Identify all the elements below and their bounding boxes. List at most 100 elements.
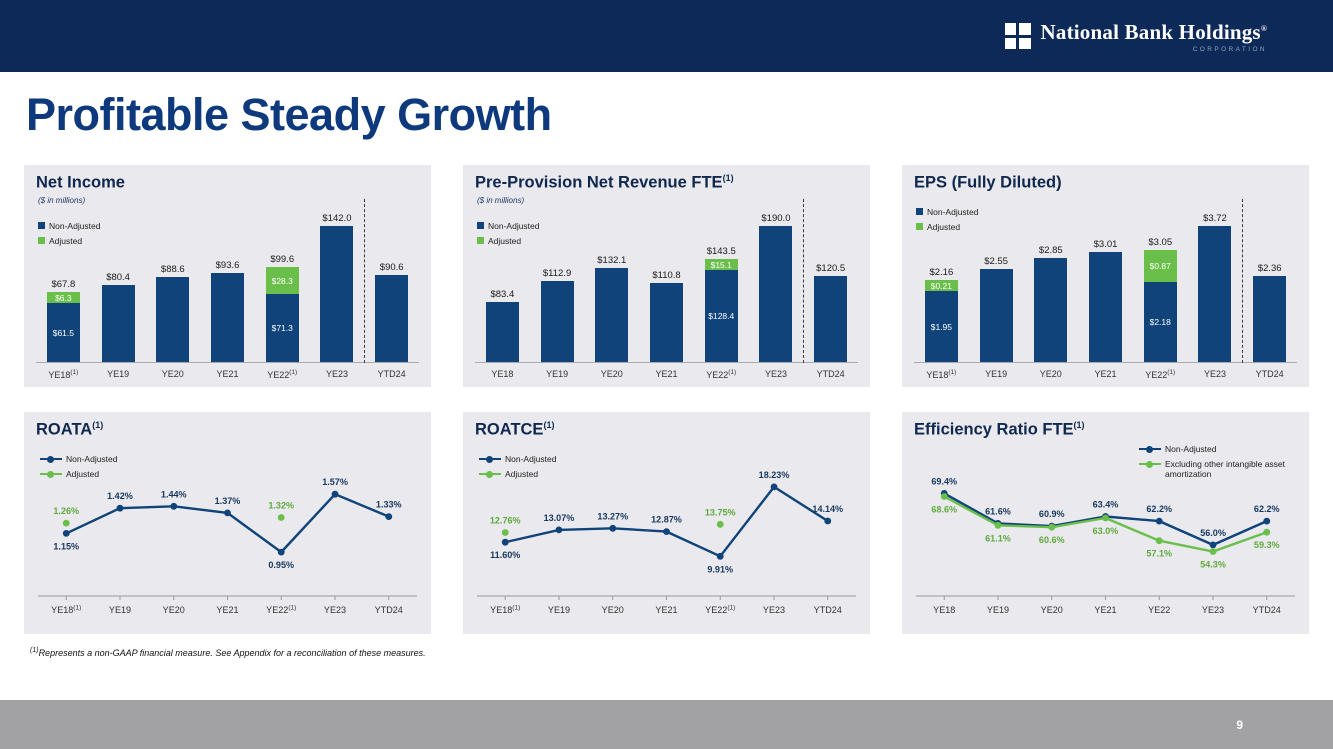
legend-label: Adjusted: [927, 222, 961, 233]
x-axis-label: YE22(1): [706, 369, 737, 380]
bar-total-label: $90.6: [379, 262, 404, 273]
bar-group: $132.1: [584, 255, 639, 362]
data-point-label: 1.15%: [53, 541, 79, 551]
legend-marker-icon: [1146, 460, 1153, 468]
bar-segment: [650, 283, 684, 362]
data-point-label: 69.4%: [931, 476, 957, 486]
legend-label: Adjusted: [488, 236, 522, 247]
footnote-marker: (1): [543, 420, 555, 430]
line-plot: YE18(1) YE19 YE20 YE21 YE22(1) YE23 YTD24 11.60…: [477, 470, 856, 615]
bar-group: $3.72: [1188, 213, 1243, 362]
efficiency-chart-panel: Efficiency Ratio FTE(1) Non-Adjusted Excl…: [902, 412, 1309, 634]
data-point-label: 63.4%: [1093, 500, 1119, 510]
legend-item: Adjusted: [40, 469, 118, 479]
logo-square: [1004, 37, 1016, 49]
bar-segment: [101, 285, 135, 362]
bar-chart-plot: Non-Adjusted Adjusted $2.16 $0.21 $1.95 $2.55…: [914, 199, 1297, 381]
roata-chart-panel: ROATA(1) Non-Adjusted Adjusted YE18(1) YE19…: [24, 412, 431, 634]
bar-segment: [540, 281, 574, 362]
eps-chart-panel: EPS (Fully Diluted) Non-Adjusted Adjusted…: [902, 165, 1309, 387]
x-axis-label: YE20: [602, 605, 624, 615]
bar-group: $2.36: [1242, 263, 1297, 362]
bar-total-label: $83.4: [490, 289, 515, 300]
data-point-label: 1.42%: [107, 491, 133, 501]
header-bar: National Bank Holdings® CORPORATION: [0, 0, 1333, 72]
data-point: [1263, 517, 1271, 525]
x-axis-label: YE19: [546, 369, 569, 379]
x-axis-label: YE21: [655, 605, 677, 615]
data-point: [62, 519, 70, 527]
legend-marker-icon: [47, 470, 54, 478]
bar-total-label: $3.72: [1203, 213, 1227, 224]
x-axis-label: YE20: [1041, 605, 1063, 615]
data-point: [770, 483, 778, 491]
x-axis-label: YE19: [109, 605, 131, 615]
x-axis-label: YE19: [548, 605, 570, 615]
bar-total-label: $88.6: [160, 264, 185, 275]
bar-total-label: $93.6: [215, 260, 240, 271]
legend-swatch: [916, 223, 923, 231]
trademark-symbol: ®: [1260, 23, 1267, 33]
line-chart-plot: Non-Adjusted Excluding other intangible a…: [914, 442, 1297, 628]
bar-segment: [1034, 258, 1068, 362]
logo-grid-icon: [1004, 23, 1031, 49]
logo-square: [1004, 23, 1016, 35]
bar-segment: [1198, 226, 1232, 362]
x-axis-label: YE19: [985, 369, 1008, 379]
bar-total-label: $190.0: [761, 213, 791, 224]
footnote-marker: (1): [92, 420, 104, 430]
x-axis-label: YE20: [600, 369, 623, 379]
data-point: [1209, 541, 1217, 549]
bar-total-label: $2.16: [929, 267, 954, 278]
bar-total-label: $143.5: [706, 246, 736, 257]
bar-group: $190.0: [749, 213, 804, 362]
x-axis-label: YTD24: [1253, 605, 1281, 615]
bar-total-label: $67.8: [51, 279, 76, 290]
x-axis-label: YE18(1): [926, 369, 957, 380]
legend-label: Non-Adjusted: [49, 221, 101, 231]
x-axis-label: YTD24: [375, 605, 403, 615]
legend-item: Adjusted: [916, 222, 979, 232]
legend-label: Adjusted: [49, 236, 83, 247]
legend-item: Non-Adjusted: [40, 454, 118, 464]
x-axis-label: YE23: [1202, 605, 1224, 615]
bar-total-label: $112.9: [542, 268, 572, 279]
data-point-label: 1.32%: [268, 501, 294, 511]
ppnr-chart-panel: Pre-Provision Net Revenue FTE(1) ($ in m…: [463, 165, 870, 387]
line-chart-plot: Non-Adjusted Adjusted YE18(1) YE19 YE20 YE21 Y…: [475, 442, 858, 628]
roatce-chart-panel: ROATCE(1) Non-Adjusted Adjusted YE18(1) YE1…: [463, 412, 870, 634]
bar-total-label: $120.5: [816, 263, 846, 274]
data-point: [609, 524, 617, 532]
data-point: [555, 526, 563, 534]
footnote-marker: (1): [30, 647, 39, 654]
bar-segment: [1253, 276, 1287, 362]
bar-total-label: $2.36: [1257, 263, 1282, 274]
bar-group: $67.8 $6.3 $61.5: [36, 279, 91, 362]
x-axis-labels: YE18 YE19 YE20 YE21 YE22(1) YE23 YTD24: [475, 365, 858, 381]
line-plot: YE18 YE19 YE20 YE21 YE22 YE23 YTD24 69.4% 61.6% 6…: [916, 476, 1295, 615]
chart-subtitle: ($ in millions): [38, 196, 86, 205]
data-point: [277, 548, 285, 556]
data-point-label: 13.27%: [597, 511, 628, 521]
bar-group: $88.6: [145, 264, 200, 362]
chart-title: ROATCE(1): [475, 420, 555, 439]
data-point: [940, 493, 948, 500]
x-axis-label: YE19: [107, 369, 130, 379]
charts-grid: Net Income ($ in millions) Non-Adjusted A…: [24, 165, 1309, 634]
data-point: [116, 504, 124, 512]
legend-label: Non-Adjusted: [927, 207, 979, 217]
x-axis-label: YE18: [491, 369, 514, 379]
legend-swatch: [38, 222, 45, 229]
bar-group: $83.4: [475, 289, 530, 362]
legend-item: Non-Adjusted: [479, 454, 557, 464]
data-point-label: 12.76%: [490, 516, 521, 526]
legend-item: Adjusted: [38, 236, 101, 246]
x-axis-label: YE22: [1148, 605, 1170, 615]
data-point: [1048, 523, 1056, 531]
data-point-label: 57.1%: [1146, 549, 1172, 559]
data-point: [716, 552, 724, 560]
data-point: [1102, 514, 1109, 522]
bar-total-label: $142.0: [322, 213, 352, 224]
bar-total-label: $3.05: [1148, 237, 1173, 248]
bar-chart-plot: Non-Adjusted Adjusted $83.4 $112.9 $132.1 $11…: [475, 199, 858, 381]
